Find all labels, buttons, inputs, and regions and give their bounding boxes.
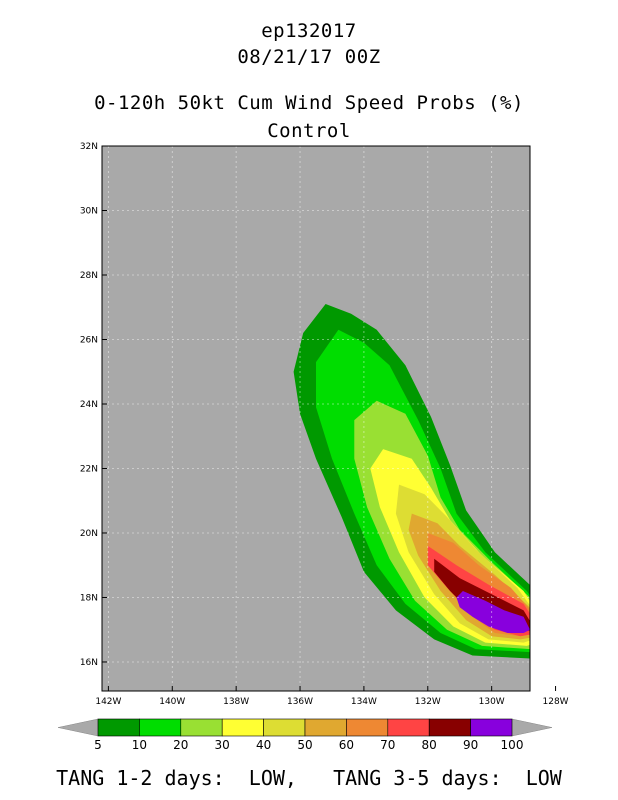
contour-layer (293, 304, 530, 659)
colorbar-swatch (180, 718, 223, 737)
x-tick-label: 138W (223, 697, 249, 707)
y-tick-label: 18N (80, 593, 98, 603)
colorbar-swatch (470, 718, 513, 737)
colorbar-label: 30 (215, 738, 230, 752)
colorbar-label: 80 (422, 738, 437, 752)
colorbar-swatch (139, 718, 182, 737)
y-axis-ticks: 16N 18N 20N 22N 24N 26N 28N 30N 32N (80, 142, 107, 668)
colorbar-label: 90 (463, 738, 478, 752)
product-title: 0-120h 50kt Cum Wind Speed Probs (%) (94, 92, 524, 114)
colorbar-swatch (263, 718, 306, 737)
colorbar-label: 70 (380, 738, 395, 752)
colorbar-label: 40 (256, 738, 271, 752)
colorbar-swatch (387, 718, 430, 737)
x-tick-label: 142W (95, 697, 121, 707)
colorbar-swatch (346, 718, 389, 737)
y-tick-label: 24N (80, 400, 98, 410)
colorbar-label: 10 (132, 738, 147, 752)
tang-outlook-footer: TANG 1-2 days: LOW, TANG 3-5 days: LOW (56, 766, 562, 790)
colorbar-underflow-arrow (57, 718, 99, 737)
y-tick-label: 30N (80, 206, 98, 216)
x-tick-label: 132W (415, 697, 441, 707)
colorbar-label: 50 (297, 738, 312, 752)
contour-90pct (456, 591, 530, 633)
y-tick-label: 22N (80, 464, 98, 474)
x-tick-label: 134W (351, 697, 377, 707)
y-tick-label: 16N (80, 658, 98, 668)
colorbar-label: 60 (339, 738, 354, 752)
colorbar-label: 5 (94, 738, 102, 752)
colorbar: 5 10 20 30 40 50 60 70 80 90 100 (57, 718, 553, 752)
forecast-datetime: 08/21/17 00Z (237, 46, 381, 68)
colorbar-overflow-arrow (511, 718, 553, 737)
storm-id-title: ep132017 (261, 20, 357, 42)
x-tick-label: 130W (479, 697, 505, 707)
colorbar-swatch (428, 718, 471, 737)
run-subtitle: Control (267, 120, 351, 142)
colorbar-label: 100 (501, 738, 524, 752)
x-tick-label: 136W (287, 697, 313, 707)
colorbar-swatch (97, 718, 140, 737)
y-tick-label: 32N (80, 142, 98, 152)
y-tick-label: 26N (80, 335, 98, 345)
grid-layer (102, 146, 530, 691)
colorbar-swatch (304, 718, 347, 737)
colorbar-swatch (221, 718, 264, 737)
plot-frame (101, 145, 531, 692)
y-tick-label: 20N (80, 529, 98, 539)
x-tick-label: 128W (543, 697, 569, 707)
x-axis-ticks: 142W 140W 138W 136W 134W 132W 130W 128W (95, 686, 569, 707)
x-tick-label: 140W (159, 697, 185, 707)
colorbar-label: 20 (173, 738, 188, 752)
y-tick-label: 28N (80, 271, 98, 281)
